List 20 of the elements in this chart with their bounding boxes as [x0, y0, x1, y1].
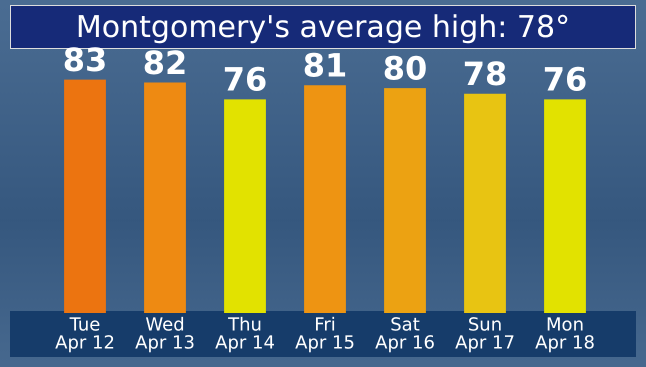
data-label: 76 [222, 60, 268, 99]
x-tick-label: Thu Apr 14 [215, 314, 275, 354]
data-label: 81 [302, 46, 348, 85]
data-label: 80 [382, 49, 428, 88]
data-label: 82 [142, 44, 188, 82]
bar [464, 94, 506, 313]
x-tick-label: Sun Apr 17 [455, 314, 515, 354]
bar [144, 82, 186, 313]
bar [304, 85, 346, 313]
bar [224, 99, 266, 313]
bar [384, 88, 426, 313]
x-tick-label: Sat Apr 16 [375, 314, 435, 354]
x-tick-label: Tue Apr 12 [55, 314, 115, 354]
x-tick-label: Fri Apr 15 [295, 314, 355, 354]
x-tick-label: Mon Apr 18 [535, 314, 595, 354]
bar [64, 80, 106, 313]
bar [544, 99, 586, 313]
data-label: 78 [462, 55, 508, 94]
data-label: 76 [542, 60, 588, 99]
x-tick-label: Wed Apr 13 [135, 314, 195, 354]
